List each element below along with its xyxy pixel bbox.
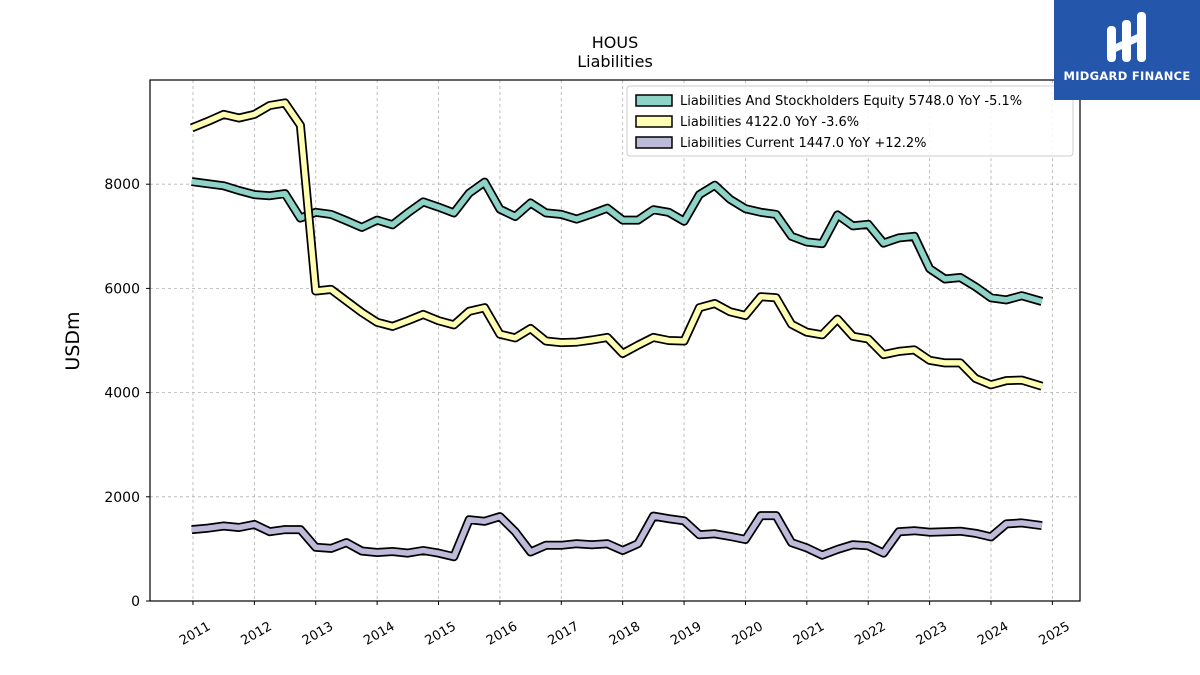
y-axis-label: USDm [62, 311, 84, 370]
series-line-2 [190, 98, 1044, 391]
legend: Liabilities And Stockholders Equity 5748… [626, 85, 1074, 157]
x-tick-label: 2020 [730, 619, 766, 649]
brand-logo: MIDGARD FINANCE [1054, 0, 1200, 100]
legend-entry: Liabilities And Stockholders Equity 5748… [680, 94, 1022, 109]
x-axis: 2011 2012 2013 2014 2015 2016 2017 2018 2019 2020… [177, 601, 1073, 649]
legend-swatch [635, 94, 673, 107]
legend-swatch [635, 136, 673, 149]
x-tick-label: 2024 [975, 619, 1011, 649]
x-tick-label: 2014 [361, 619, 397, 649]
chart-title: HOUS [592, 33, 639, 52]
logo-mark-icon [1107, 12, 1146, 62]
y-axis: 0 2000 4000 6000 8000 [104, 177, 150, 610]
x-tick-label: 2018 [607, 619, 643, 649]
series-line [191, 178, 1043, 305]
legend-box [626, 85, 1074, 157]
x-tick-label: 2019 [668, 619, 704, 649]
x-tick-label: 2016 [484, 619, 520, 649]
y-tick-label: 8000 [104, 177, 140, 193]
series-line [190, 100, 1043, 389]
x-tick-label: 2017 [545, 619, 581, 649]
y-tick-label: 6000 [104, 281, 140, 297]
plot-area-frame [149, 79, 1081, 602]
grid [150, 80, 1080, 602]
series-line-1 [191, 177, 1044, 306]
series-line [191, 512, 1043, 560]
y-tick-label: 2000 [104, 490, 140, 506]
y-tick-label: 0 [131, 594, 140, 610]
series-group [190, 98, 1044, 562]
legend-swatch [635, 115, 673, 128]
legend-entry: Liabilities 4122.0 YoY -3.6% [680, 115, 859, 130]
x-tick-label: 2013 [300, 619, 336, 649]
y-tick-label: 4000 [104, 386, 140, 402]
x-tick-label: 2021 [791, 619, 827, 649]
x-tick-label: 2025 [1037, 619, 1073, 649]
brand-name: MIDGARD FINANCE [1063, 69, 1191, 83]
legend-entry: Liabilities Current 1447.0 YoY +12.2% [680, 136, 927, 151]
series-line-3 [191, 511, 1043, 562]
x-tick-label: 2015 [423, 619, 459, 649]
x-tick-label: 2023 [914, 619, 950, 649]
x-tick-label: 2011 [177, 619, 213, 649]
x-tick-label: 2012 [239, 619, 275, 649]
x-tick-label: 2022 [852, 619, 888, 649]
chart-subtitle: Liabilities [577, 52, 653, 71]
